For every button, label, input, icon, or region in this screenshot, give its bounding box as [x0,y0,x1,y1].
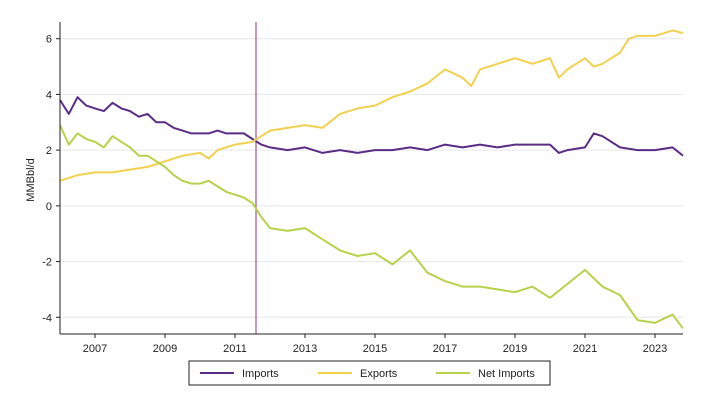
x-tick-label: 2013 [293,343,317,355]
y-tick-label: -4 [42,312,52,324]
x-tick-label: 2023 [643,343,667,355]
legend-label: Net Imports [478,368,535,380]
x-tick-label: 2021 [573,343,597,355]
y-tick-label: 6 [46,34,52,46]
x-tick-labels: 2007 2009 2011 2013 2015 2017 2019 2021 2023 [83,334,667,355]
axes [59,22,683,335]
x-tick-label: 2011 [223,343,247,355]
y-tick-label: 2 [46,145,52,157]
series-line-exports [59,29,684,182]
series-lines [59,29,684,330]
legend-label: Exports [360,368,398,380]
x-tick-label: 2009 [153,343,177,355]
y-axis-label: MMBbl/d [25,158,37,201]
y-tick-label: 4 [46,89,52,101]
gridlines [60,38,683,318]
y-tick-label: 0 [46,201,52,213]
y-tick-label: -2 [42,257,52,269]
legend-box [188,360,551,386]
legend-label: Imports [242,368,279,380]
x-tick-label: 2015 [363,343,387,355]
series-line-imports [59,96,684,157]
y-tick-labels: -4 -2 0 2 4 6 [42,34,60,324]
x-tick-label: 2017 [433,343,457,355]
legend: Imports Exports Net Imports [188,360,551,386]
x-tick-label: 2007 [83,343,107,355]
series-line-net-imports [59,124,684,330]
x-tick-label: 2019 [503,343,527,355]
